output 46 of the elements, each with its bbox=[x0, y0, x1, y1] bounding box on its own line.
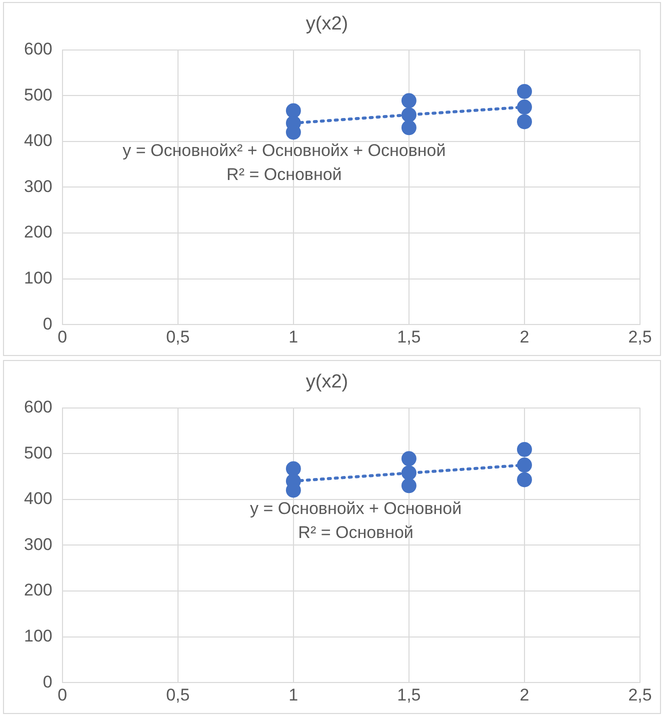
x-tick-label: 2 bbox=[520, 685, 530, 704]
y-tick-label: 300 bbox=[24, 176, 52, 196]
x-tick-label: 0,5 bbox=[166, 685, 190, 704]
annotation: R² = Основной bbox=[226, 165, 342, 184]
y-tick-label: 200 bbox=[24, 580, 52, 600]
x-tick-label: 1 bbox=[288, 685, 298, 704]
point bbox=[516, 458, 532, 473]
x-tick-label: 1,5 bbox=[397, 685, 421, 704]
y-tick-label: 100 bbox=[24, 268, 52, 288]
point bbox=[516, 84, 532, 99]
point bbox=[516, 472, 532, 488]
y-tick-label: 500 bbox=[24, 85, 52, 104]
y-tick-label: 600 bbox=[24, 397, 52, 416]
x-tick-label: 2,5 bbox=[628, 327, 652, 346]
y-tick-label: 200 bbox=[24, 222, 52, 242]
y-tick-label: 400 bbox=[24, 131, 52, 150]
x-tick-label: 0 bbox=[58, 327, 68, 346]
chart-title: y(x2) bbox=[306, 14, 348, 35]
y-tick-label: 0 bbox=[42, 672, 52, 692]
point bbox=[401, 120, 416, 136]
point bbox=[286, 103, 301, 118]
x-tick-label: 0 bbox=[58, 685, 68, 704]
annotation: R² = Основной bbox=[298, 523, 414, 542]
point bbox=[516, 442, 532, 457]
point bbox=[401, 465, 416, 480]
x-tick-label: 0,5 bbox=[166, 327, 190, 346]
y-tick-label: 100 bbox=[24, 626, 52, 646]
point bbox=[401, 93, 416, 108]
y-tick-label: 300 bbox=[24, 534, 52, 554]
point bbox=[401, 451, 416, 466]
point bbox=[286, 461, 301, 476]
point bbox=[516, 100, 532, 115]
y-tick-label: 600 bbox=[24, 39, 52, 58]
annotation: y = Основнойх + Основной bbox=[250, 499, 462, 518]
y-tick-label: 500 bbox=[24, 443, 52, 462]
chart-title: y(x2) bbox=[306, 372, 348, 393]
point bbox=[401, 107, 416, 122]
x-tick-label: 2 bbox=[520, 327, 530, 346]
annotation: y = Основнойх² + Основнойх + Основной bbox=[122, 141, 446, 160]
y-tick-label: 400 bbox=[24, 489, 52, 508]
x-tick-label: 2,5 bbox=[628, 685, 652, 704]
x-tick-label: 1,5 bbox=[397, 327, 421, 346]
x-tick-label: 1 bbox=[288, 327, 298, 346]
point bbox=[516, 114, 532, 130]
y-tick-label: 0 bbox=[42, 314, 52, 334]
point bbox=[401, 478, 416, 494]
